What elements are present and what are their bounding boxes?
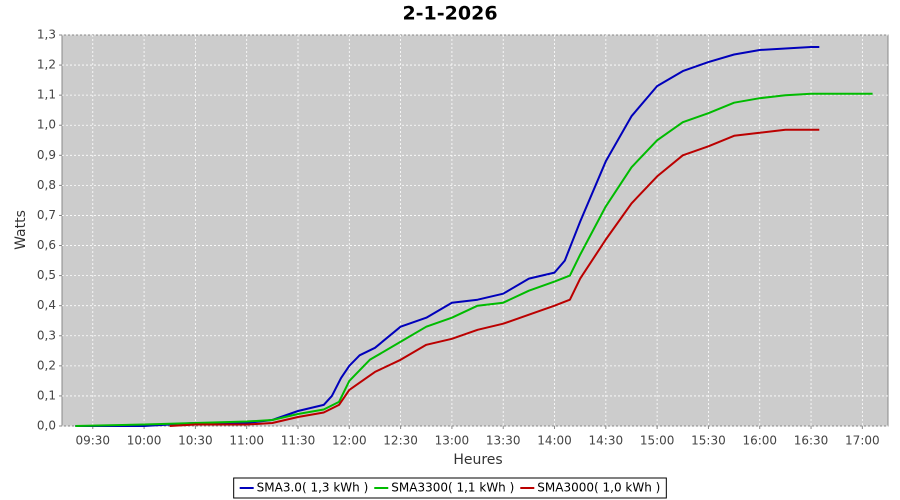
- x-tick-label: 11:00: [229, 434, 264, 448]
- x-tick-label: 16:30: [794, 434, 829, 448]
- legend-item: SMA3300( 1,1 kWh ): [374, 481, 514, 495]
- x-tick-label: 12:30: [383, 434, 418, 448]
- x-tick-label: 12:00: [332, 434, 367, 448]
- series-line: [169, 128, 820, 427]
- x-tick-label: 14:00: [537, 434, 572, 448]
- y-tick-label: 0,6: [37, 238, 56, 252]
- y-tick-label: 0,3: [37, 328, 56, 342]
- legend-item: SMA3.0( 1,3 kWh ): [239, 481, 369, 495]
- x-tick-label: 10:30: [178, 434, 213, 448]
- y-tick-label: 0,4: [37, 298, 56, 312]
- legend-item: SMA3000( 1,0 kWh ): [520, 481, 660, 495]
- y-tick-label: 1,2: [37, 58, 56, 72]
- y-tick-label: 1,3: [37, 28, 56, 42]
- y-tick-label: 0,9: [37, 148, 56, 162]
- x-tick-label: 10:00: [127, 434, 162, 448]
- x-axis-label: Heures: [453, 452, 502, 468]
- chart-title: 2-1-2026: [402, 3, 497, 25]
- y-tick-label: 0,2: [37, 358, 56, 372]
- legend-text: SMA3.0( 1,3 kWh ): [257, 481, 369, 495]
- y-tick-label: 0,7: [37, 208, 56, 222]
- series-line: [75, 92, 873, 427]
- x-tick-label: 17:00: [845, 434, 880, 448]
- x-tick-label: 11:30: [281, 434, 316, 448]
- legend-box: [233, 477, 667, 499]
- x-tick-label: 09:30: [75, 434, 110, 448]
- y-axis-label: Watts: [13, 210, 29, 250]
- series-line: [75, 46, 820, 427]
- x-tick-label: 13:00: [435, 434, 470, 448]
- y-tick-label: 0,0: [37, 419, 56, 433]
- x-tick-label: 15:30: [691, 434, 726, 448]
- x-tick-label: 13:30: [486, 434, 521, 448]
- legend-text: SMA3000( 1,0 kWh ): [537, 481, 660, 495]
- y-tick-label: 1,0: [37, 118, 56, 132]
- y-tick-label: 1,1: [37, 88, 56, 102]
- y-tick-label: 0,1: [37, 388, 56, 402]
- x-tick-label: 16:00: [742, 434, 777, 448]
- plot-area: [61, 34, 889, 427]
- legend: SMA3.0( 1,3 kWh ) SMA3300( 1,1 kWh ) SMA30…: [233, 477, 667, 499]
- legend-text: SMA3300( 1,1 kWh ): [391, 481, 514, 495]
- x-tick-label: 14:30: [589, 434, 624, 448]
- x-tick-label: 15:00: [640, 434, 675, 448]
- y-tick-label: 0,8: [37, 178, 56, 192]
- y-tick-label: 0,5: [37, 268, 56, 282]
